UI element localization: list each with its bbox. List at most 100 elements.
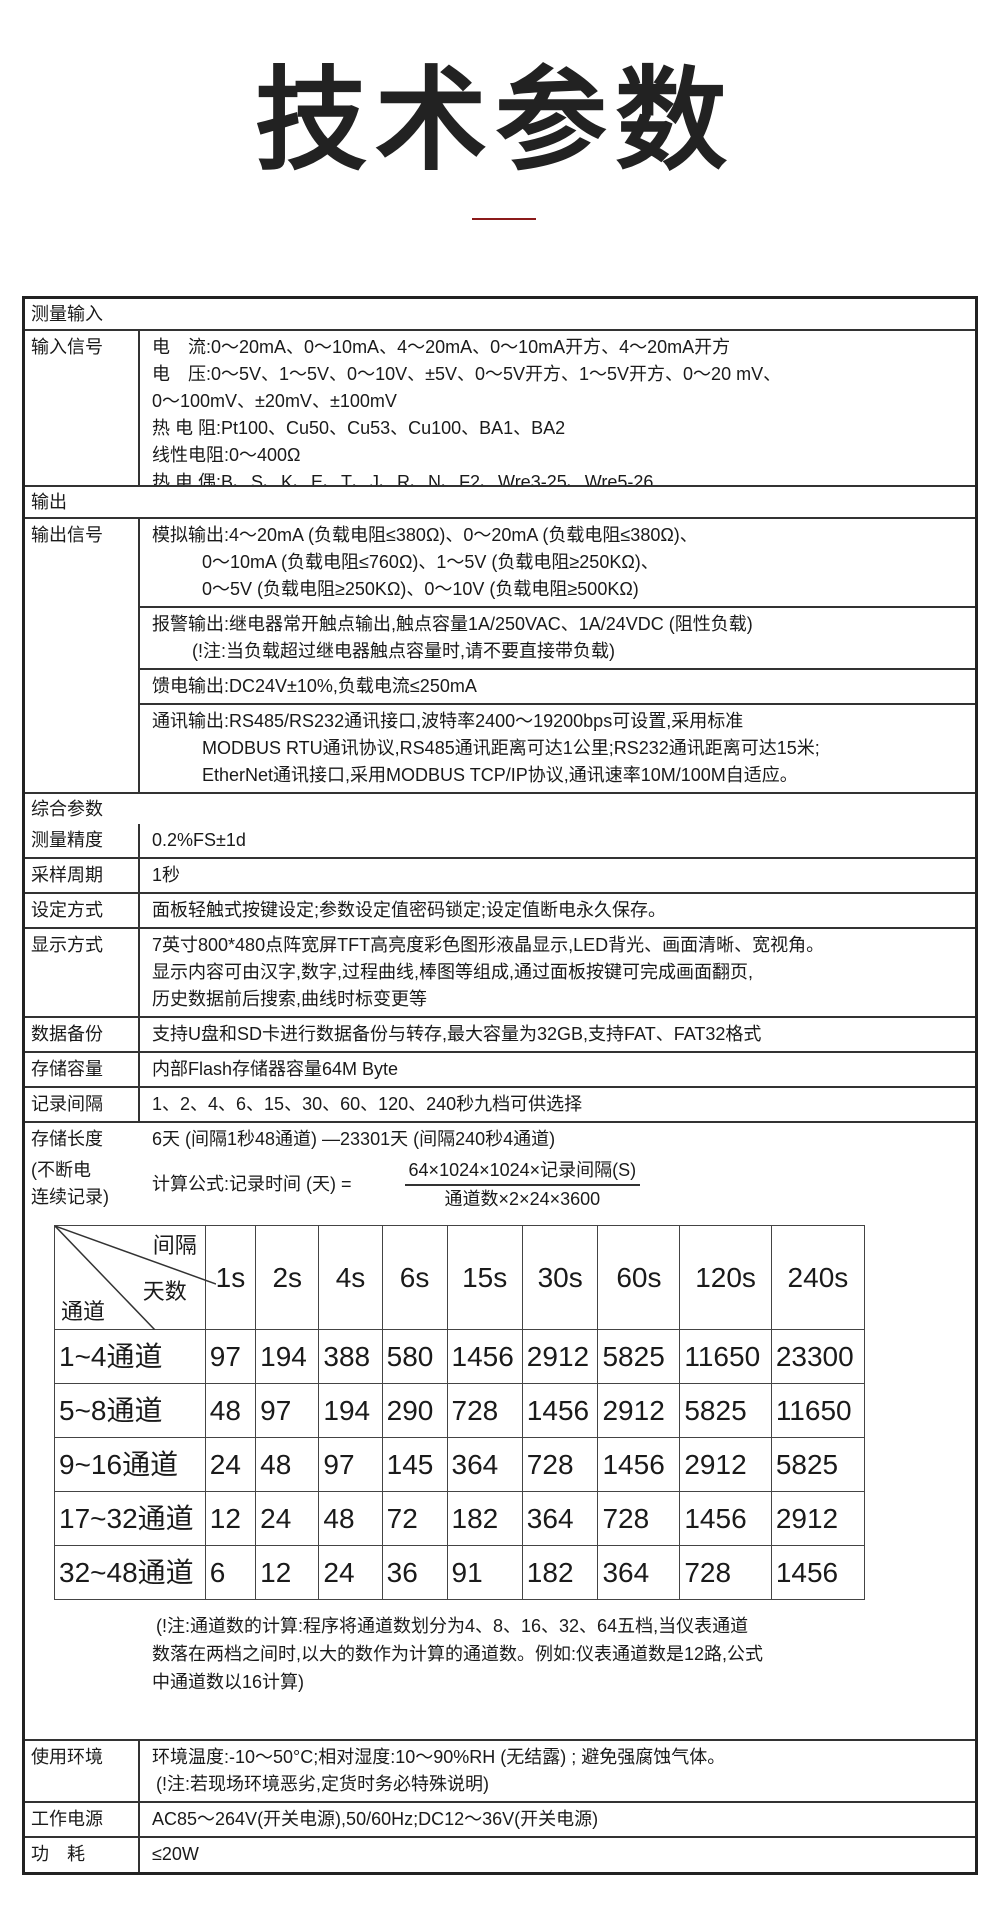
formula-label: 计算公式:记录时间 (天) = [152, 1173, 352, 1194]
text-line: 历史数据前后搜索,曲线时标变更等 [152, 989, 427, 1009]
row-power: 工作电源 AC85～264V(开关电源),50/60Hz;DC12～36V(开关… [25, 1801, 975, 1836]
formula-denominator: 通道数×2×24×3600 [444, 1189, 601, 1209]
row-general: 存储容量 内部Flash存储器容量64M Byte [25, 1051, 975, 1086]
table-row: 32~48通道 6 12 24 36 91 182 364 728 1456 [54, 1545, 866, 1600]
corner-channel: 通道 [61, 1299, 106, 1324]
corner-days: 天数 [142, 1279, 187, 1304]
column-header: 4s [318, 1225, 383, 1330]
text-line: 存储长度 [31, 1129, 103, 1149]
text-line: 报警输出:继电器常开触点输出,触点容量1A/250VAC、1A/24VDC (阻… [152, 614, 753, 634]
section-general: 综合参数 [31, 799, 103, 819]
text-line: (!注:当负载超过继电器触点容量时,请不要直接带负载) [192, 641, 615, 661]
table-cell: 364 [521, 1491, 599, 1546]
table-cell: 12 [255, 1545, 320, 1600]
table-row: 5~8通道 48 97 194 290 728 1456 2912 5825 11650 [54, 1383, 866, 1438]
table-cell: 728 [521, 1437, 599, 1492]
feed-output: 馈电输出:DC24V±10%,负载电流≤250mA [140, 668, 975, 703]
input-voltage-cont: 0～100mV、±20mV、±100mV [152, 391, 397, 411]
table-cell: 11650 [679, 1329, 772, 1384]
spec-table: 测量输入 输入信号 电 流:0～20mA、0～10mA、4～20mA、0～10m… [22, 296, 978, 1875]
table-cell: 48 [204, 1383, 257, 1438]
text-line: 数落在两档之间时,以大的数作为计算的通道数。例如:仪表通道数是12路,公式 [152, 1644, 764, 1664]
row-general: 记录间隔 1、2、4、6、15、30、60、120、240秒九档可供选择 [25, 1086, 975, 1121]
row-value: 0.2%FS±1d [140, 824, 975, 857]
text-line: 7英寸800*480点阵宽屏TFT高亮度彩色图形液晶显示,LED背光、画面清晰、… [152, 935, 825, 955]
table-cell: 11650 [770, 1383, 866, 1438]
table-cell: 1456 [597, 1437, 681, 1492]
row-label: 工作电源 [25, 1803, 140, 1836]
section-measurement-input: 测量输入 [31, 304, 103, 324]
column-header: 1s [204, 1225, 257, 1330]
row-value: ≤20W [152, 1844, 199, 1864]
table-cell: 1456 [446, 1329, 523, 1384]
input-current: 电 流:0～20mA、0～10mA、4～20mA、0～10mA开方、4～20mA… [152, 337, 731, 357]
input-linear-resistance: 线性电阻:0～400Ω [152, 445, 301, 465]
table-cell: 388 [318, 1329, 383, 1384]
text-line: 0～10mA (负载电阻≤760Ω)、1～5V (负载电阻≥250KΩ)、 [202, 552, 659, 572]
channel-note: (!注:通道数的计算:程序将通道数划分为4、8、16、32、64五档,当仪表通道… [152, 1600, 963, 1696]
table-cell: 97 [255, 1383, 320, 1438]
table-cell: 24 [318, 1545, 383, 1600]
text-line: EtherNet通讯接口,采用MODBUS TCP/IP协议,通讯速率10M/1… [202, 765, 798, 785]
corner-interval: 间隔 [152, 1233, 197, 1258]
row-label: 显示方式 [25, 929, 140, 1016]
row-header: 9~16通道 [54, 1437, 206, 1492]
table-cell: 194 [255, 1329, 320, 1384]
column-header: 60s [597, 1225, 681, 1330]
text-line: 模拟输出:4～20mA (负载电阻≤380Ω)、0～20mA (负载电阻≤380… [152, 525, 698, 545]
text-line: 面板轻触式按键设定;参数设定值密码锁定;设定值断电永久保存。 [152, 900, 666, 920]
formula-fraction: 64×1024×1024×记录间隔(S) 通道数×2×24×3600 [404, 1157, 641, 1213]
text-line: 中通道数以16计算) [152, 1672, 305, 1692]
row-label: 存储长度 (不断电 连续记录) [25, 1123, 140, 1739]
table-cell: 2912 [521, 1329, 599, 1384]
text-line: (不断电 [31, 1160, 91, 1180]
row-value: AC85～264V(开关电源),50/60Hz;DC12～36V(开关电源) [152, 1809, 599, 1829]
page-title: 技术参数 [255, 56, 735, 186]
table-corner-cell: 间隔 天数 通道 [54, 1225, 216, 1330]
row-general: 采样周期 1秒 [25, 857, 975, 892]
column-header: 15s [446, 1225, 523, 1330]
row-label: 输出信号 [25, 519, 140, 792]
row-value: 面板轻触式按键设定;参数设定值密码锁定;设定值断电永久保存。 [140, 894, 975, 927]
table-cell: 1456 [521, 1383, 599, 1438]
row-value: 1秒 [140, 859, 975, 892]
table-cell: 91 [446, 1545, 523, 1600]
table-cell: 145 [381, 1437, 448, 1492]
row-label: 存储容量 [25, 1053, 140, 1086]
table-cell: 728 [446, 1383, 523, 1438]
table-cell: 182 [446, 1491, 523, 1546]
row-label: 数据备份 [25, 1018, 140, 1051]
storage-formula: 计算公式:记录时间 (天) = 64×1024×1024×记录间隔(S) 通道数… [152, 1157, 963, 1213]
table-cell: 97 [204, 1329, 257, 1384]
table-cell: 182 [521, 1545, 599, 1600]
row-output-signal: 输出信号 模拟输出:4～20mA (负载电阻≤380Ω)、0～20mA (负载电… [25, 517, 975, 792]
table-cell: 97 [318, 1437, 383, 1492]
table-cell: 23300 [770, 1329, 866, 1384]
table-cell: 48 [318, 1491, 383, 1546]
formula-numerator: 64×1024×1024×记录间隔(S) [404, 1157, 641, 1186]
table-cell: 12 [204, 1491, 257, 1546]
text-line: 显示内容可由汉字,数字,过程曲线,棒图等组成,通过面板按键可完成画面翻页, [152, 962, 754, 982]
row-general: 数据备份 支持U盘和SD卡进行数据备份与转存,最大容量为32GB,支持FAT、FA… [25, 1016, 975, 1051]
input-voltage: 电 压:0～5V、1～5V、0～10V、±5V、0～5V开方、1～5V开方、0～… [152, 364, 782, 384]
row-input-signal: 输入信号 电 流:0～20mA、0～10mA、4～20mA、0～10mA开方、4… [25, 329, 975, 485]
text-line: 内部Flash存储器容量64M Byte [152, 1059, 399, 1079]
table-row: 17~32通道 12 24 48 72 182 364 728 1456 2912 [54, 1491, 866, 1546]
row-value: 内部Flash存储器容量64M Byte [140, 1053, 975, 1086]
table-row: 9~16通道 24 48 97 145 364 728 1456 2912 5825 [54, 1437, 866, 1492]
row-label: 记录间隔 [25, 1088, 140, 1121]
text-line: (!注:通道数的计算:程序将通道数划分为4、8、16、32、64五档,当仪表通道 [156, 1616, 749, 1636]
text-line: 环境温度:-10～50°C;相对湿度:10～90%RH (无结露) ; 避免强腐… [152, 1747, 726, 1767]
row-value: 7英寸800*480点阵宽屏TFT高亮度彩色图形液晶显示,LED背光、画面清晰、… [140, 929, 975, 1016]
table-cell: 48 [255, 1437, 320, 1492]
row-value: 1、2、4、6、15、30、60、120、240秒九档可供选择 [140, 1088, 975, 1121]
comm-output: 通讯输出:RS485/RS232通讯接口,波特率2400～19200bps可设置… [140, 703, 975, 792]
column-header: 240s [770, 1225, 866, 1330]
text-line: MODBUS RTU通讯协议,RS485通讯距离可达1公里;RS232通讯距离可… [202, 738, 820, 758]
row-header: 5~8通道 [54, 1383, 206, 1438]
row-general: 显示方式 7英寸800*480点阵宽屏TFT高亮度彩色图形液晶显示,LED背光、画… [25, 927, 975, 1016]
row-header: 32~48通道 [54, 1545, 206, 1600]
section-output: 输出 [31, 492, 67, 512]
table-cell: 1456 [770, 1545, 866, 1600]
analog-output: 模拟输出:4～20mA (负载电阻≤380Ω)、0～20mA (负载电阻≤380… [140, 519, 975, 606]
